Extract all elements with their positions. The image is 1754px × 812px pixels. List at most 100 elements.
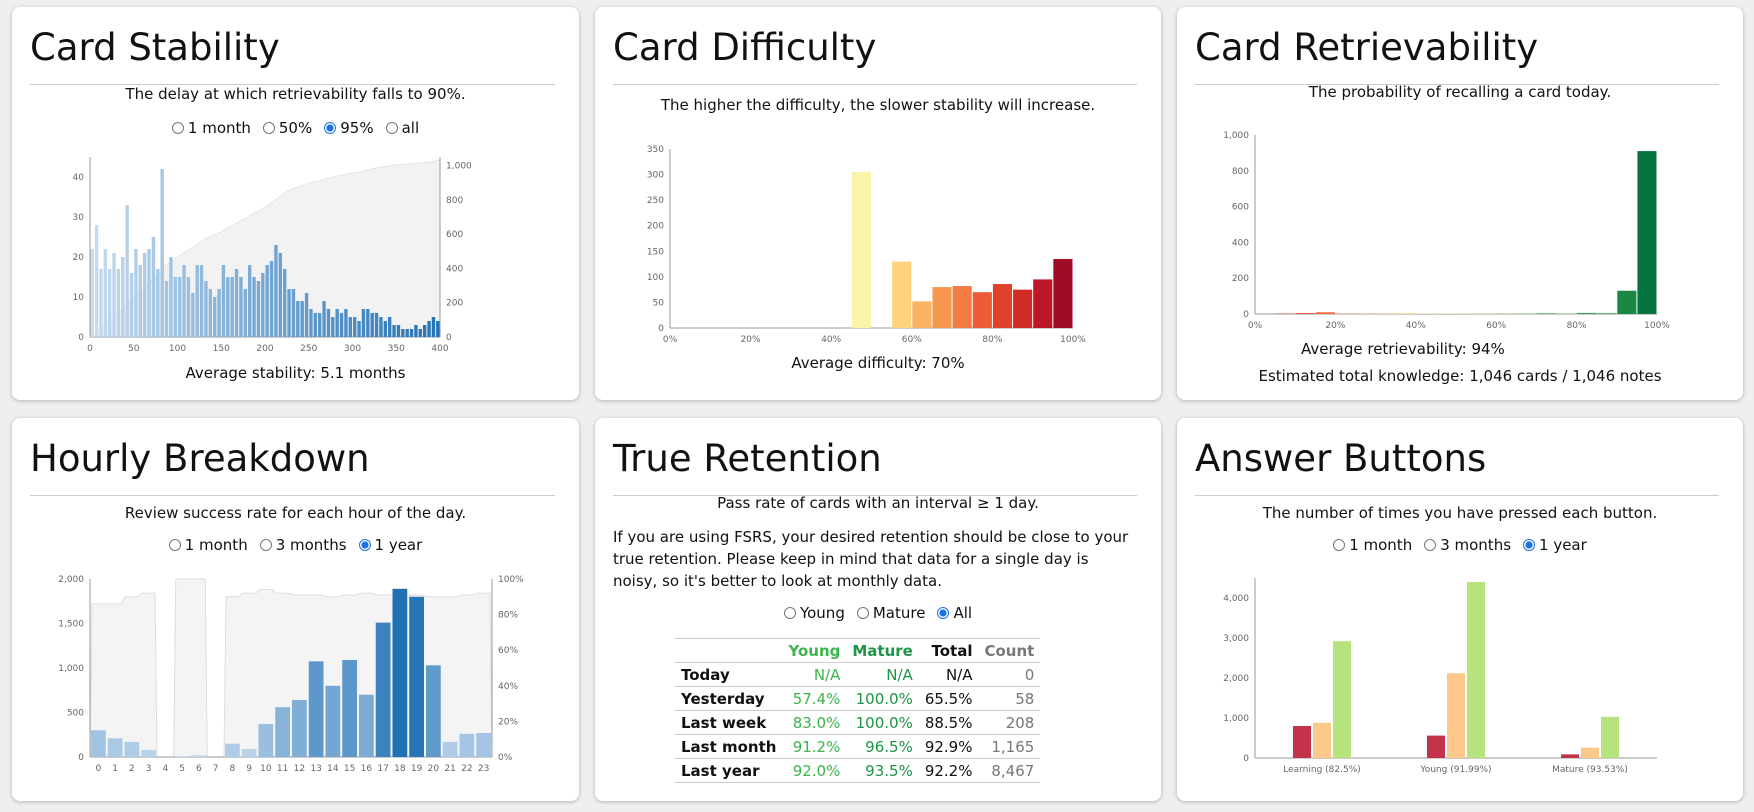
option-3-months[interactable]: 3 months [259, 536, 347, 554]
stability-bar [208, 289, 212, 337]
radio-button[interactable] [324, 122, 337, 134]
radio-button[interactable] [262, 122, 275, 134]
table-cell: Last week [675, 710, 783, 735]
x-tick-label: 350 [388, 344, 405, 354]
x-tick-label: 150 [213, 344, 230, 354]
x-tick-label: Mature (93.53%) [1552, 765, 1628, 775]
radio-button[interactable] [1523, 539, 1536, 551]
table-cell: 65.5% [918, 686, 979, 711]
y-tick-label: 2,000 [58, 575, 84, 585]
hourly-bar [426, 665, 441, 757]
stability-bar [357, 321, 361, 337]
y-tick-label: 1,000 [58, 664, 84, 674]
x-tick-label: 1 [112, 764, 118, 774]
y2-tick-label: 1,000 [446, 162, 472, 172]
x-tick-label: 40% [821, 335, 841, 345]
x-tick-label: 6 [196, 764, 202, 774]
table-cell: Yesterday [675, 686, 783, 711]
x-tick-label: 3 [146, 764, 152, 774]
stability-bar [186, 277, 191, 337]
column-header: Count [978, 638, 1041, 663]
panel-description: The number of times you have pressed eac… [1262, 504, 1658, 522]
x-tick-label: 2 [129, 764, 135, 774]
true-retention-panel: True Retention Pass rate of cards with a… [595, 418, 1161, 801]
stability-bar [156, 269, 160, 337]
y-tick-label: 100 [647, 273, 664, 283]
radio-button[interactable] [856, 607, 869, 619]
retrievability-chart: 0% 20% 40% 60% 80% 100% 0 200 400 600 800 1,000 [1223, 131, 1670, 331]
answer-bar [1313, 722, 1331, 758]
y2-tick-label: 20% [498, 717, 518, 727]
option-mature[interactable]: Mature [856, 604, 925, 622]
answer-bar [1601, 716, 1619, 758]
stability-bar [427, 321, 431, 337]
x-tick-label: 0% [1248, 321, 1263, 331]
table-row: Last week 83.0% 100.0% 88.5% 208 [675, 710, 1041, 735]
y-tick-label: 350 [647, 145, 664, 155]
answer-bar [1561, 754, 1579, 758]
radio-button[interactable] [1333, 539, 1346, 551]
option-label: 1 month [187, 119, 251, 137]
panel-title: True Retention [613, 436, 1137, 496]
stability-bar [99, 269, 103, 337]
option-1-year[interactable]: 1 year [1523, 536, 1587, 554]
y-tick-label: 800 [1232, 167, 1249, 177]
stability-bar [388, 317, 392, 337]
option-all[interactable]: All [937, 604, 972, 622]
stability-bar [431, 317, 436, 337]
stability-bar [423, 325, 427, 337]
stability-bar [278, 253, 282, 337]
option-3-months[interactable]: 3 months [1424, 536, 1511, 554]
stability-bar [401, 329, 405, 337]
option-1-month[interactable]: 1 month [171, 119, 251, 137]
radio-button[interactable] [385, 122, 398, 134]
stability-bar [243, 289, 247, 337]
answer-buttons-panel: Answer Buttons The number of times you h… [1177, 418, 1743, 801]
x-tick-label: 17 [377, 764, 388, 774]
stability-bar [409, 329, 414, 337]
option-label: Young [799, 604, 845, 622]
x-tick-label: 60% [902, 335, 922, 345]
stability-bar [138, 265, 142, 337]
stability-bar [226, 277, 230, 337]
stability-bar [405, 329, 409, 337]
x-tick-label: 0% [663, 335, 678, 345]
radio-button[interactable] [171, 122, 184, 134]
option-1-month[interactable]: 1 month [1333, 536, 1412, 554]
retrievability-bar [1617, 290, 1637, 314]
x-tick-label: 18 [394, 764, 406, 774]
table-cell: 1,165 [978, 734, 1041, 759]
option-50-[interactable]: 50% [262, 119, 312, 137]
option-95-[interactable]: 95% [324, 119, 374, 137]
x-tick-label: 8 [230, 764, 236, 774]
radio-button[interactable] [1424, 539, 1437, 551]
success-rate-area [223, 589, 493, 758]
stability-bar [112, 253, 116, 337]
panel-title: Answer Buttons [1195, 436, 1719, 496]
y2-tick-label: 200 [446, 299, 463, 309]
y-tick-label: 1,000 [1223, 131, 1249, 141]
option-1-month[interactable]: 1 month [168, 536, 248, 554]
y-tick-label: 30 [73, 213, 85, 223]
stability-bar [173, 277, 177, 337]
radio-button[interactable] [259, 539, 272, 551]
panel-title: Hourly Breakdown [30, 436, 555, 496]
stability-bar [283, 269, 287, 337]
panel-description: The delay at which retrievability falls … [125, 85, 466, 103]
hourly-bar [409, 596, 424, 757]
y2-tick-label: 60% [498, 646, 518, 656]
option-1-year[interactable]: 1 year [358, 536, 422, 554]
radio-button[interactable] [937, 607, 950, 619]
radio-button[interactable] [168, 539, 181, 551]
option-young[interactable]: Young [783, 604, 845, 622]
difficulty-chart: 0% 20% 40% 60% 80% 100% 0 50 100 150 200 250 300 350 [647, 145, 1086, 345]
radio-button[interactable] [358, 539, 371, 551]
option-all[interactable]: all [385, 119, 419, 137]
table-cell: 92.9% [918, 734, 979, 759]
y-tick-label: 0 [78, 753, 84, 763]
column-header: Total [918, 638, 979, 663]
panel-description: The probability of recalling a card toda… [1308, 83, 1612, 101]
table-cell: 88.5% [918, 710, 979, 735]
radio-button[interactable] [783, 607, 796, 619]
x-tick-label: 19 [411, 764, 423, 774]
